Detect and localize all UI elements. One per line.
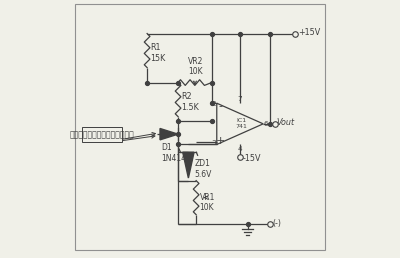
Polygon shape bbox=[183, 152, 194, 178]
Text: (-): (-) bbox=[272, 219, 281, 228]
Text: R1
15K: R1 15K bbox=[150, 43, 166, 63]
Text: 2: 2 bbox=[211, 101, 216, 108]
Text: VR2
10K: VR2 10K bbox=[188, 57, 203, 76]
Text: 3: 3 bbox=[211, 140, 216, 146]
Text: 4: 4 bbox=[238, 146, 242, 152]
Text: 6: 6 bbox=[264, 121, 269, 127]
Polygon shape bbox=[160, 128, 178, 140]
Text: 7: 7 bbox=[238, 95, 242, 102]
Text: +: + bbox=[216, 136, 225, 146]
Text: R2
1.5K: R2 1.5K bbox=[182, 92, 199, 112]
Text: VR1
10K: VR1 10K bbox=[200, 193, 215, 212]
FancyBboxPatch shape bbox=[82, 127, 122, 142]
Text: IC1
741: IC1 741 bbox=[235, 118, 247, 129]
Text: D1
1N4148: D1 1N4148 bbox=[161, 143, 191, 163]
Text: Vout: Vout bbox=[276, 118, 294, 127]
Text: -: - bbox=[219, 101, 223, 111]
Text: -15V: -15V bbox=[242, 154, 261, 163]
FancyBboxPatch shape bbox=[75, 4, 325, 250]
Text: ZD1
5.6V: ZD1 5.6V bbox=[195, 159, 212, 179]
Text: +15V: +15V bbox=[298, 28, 320, 37]
Text: ใช้วัดอุณหภูมิ: ใช้วัดอุณหภูมิ bbox=[70, 130, 134, 139]
